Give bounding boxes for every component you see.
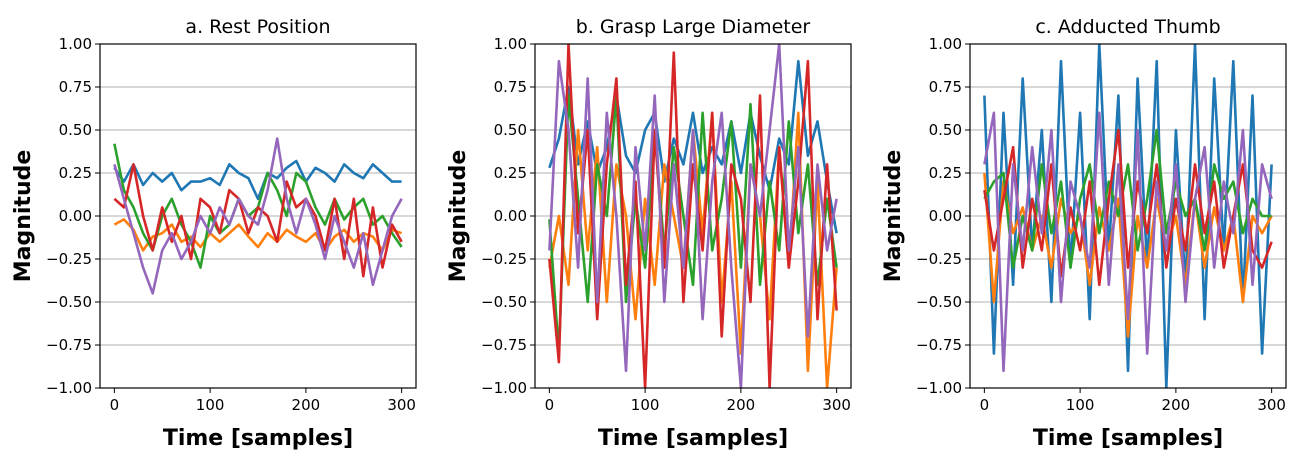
y-tick-label: 0.75 bbox=[494, 78, 527, 96]
y-tick-label: −1.00 bbox=[916, 379, 962, 397]
x-tick-label: 100 bbox=[1066, 396, 1095, 414]
chart-title: b. Grasp Large Diameter bbox=[576, 16, 811, 38]
series-line-5 bbox=[548, 44, 838, 388]
series-line-3 bbox=[548, 94, 838, 355]
chart-panel-1: −1.00 −0.75 −0.50 −0.25 0.00 0.25 0.50 0.75 1.00… bbox=[11, 16, 417, 451]
series-line-5 bbox=[983, 111, 1273, 373]
x-tick-label: 200 bbox=[727, 396, 756, 414]
x-axis-label: Time [samples] bbox=[1033, 426, 1223, 451]
y-tick-label: 0.00 bbox=[59, 207, 92, 225]
y-tick-label: −0.25 bbox=[46, 250, 92, 268]
y-tick-label: 0.75 bbox=[59, 78, 92, 96]
y-tick-label: −1.00 bbox=[46, 379, 92, 397]
x-tick-label: 300 bbox=[1257, 396, 1286, 414]
y-tick-label: 0.50 bbox=[929, 121, 962, 139]
chart-title: c. Adducted Thumb bbox=[1035, 16, 1220, 38]
y-tick-label: −0.25 bbox=[916, 250, 962, 268]
y-axis-label: Magnitude bbox=[11, 150, 36, 283]
x-tick-label: 0 bbox=[545, 396, 555, 414]
x-tick-label: 300 bbox=[387, 396, 416, 414]
x-tick-label: 0 bbox=[980, 396, 990, 414]
y-tick-label: −1.00 bbox=[481, 379, 527, 397]
series-line-3 bbox=[983, 128, 1272, 269]
y-axis-label: Magnitude bbox=[446, 150, 471, 283]
x-axis-label: Time [samples] bbox=[163, 426, 353, 451]
y-tick-label: −0.50 bbox=[916, 293, 962, 311]
y-tick-label: −0.50 bbox=[481, 293, 527, 311]
x-tick-label: 200 bbox=[292, 396, 321, 414]
y-tick-label: 0.75 bbox=[929, 78, 962, 96]
y-tick-label: −0.25 bbox=[481, 250, 527, 268]
x-tick-label: 100 bbox=[196, 396, 225, 414]
y-tick-label: −0.50 bbox=[46, 293, 92, 311]
y-tick-label: 0.50 bbox=[59, 121, 92, 139]
series-line-4 bbox=[113, 163, 403, 278]
series-line-5 bbox=[113, 137, 403, 295]
chart-panel-2: −1.00 −0.75 −0.50 −0.25 0.00 0.25 0.50 0.75 1.00… bbox=[446, 16, 852, 451]
x-tick-label: 300 bbox=[822, 396, 851, 414]
y-tick-label: −0.75 bbox=[46, 336, 92, 354]
x-tick-label: 200 bbox=[1162, 396, 1191, 414]
y-tick-label: 0.00 bbox=[929, 207, 962, 225]
series-line-1 bbox=[113, 159, 402, 201]
y-tick-label: 0.25 bbox=[929, 164, 962, 182]
y-tick-label: −0.75 bbox=[481, 336, 527, 354]
y-tick-label: −0.75 bbox=[916, 336, 962, 354]
series-line-4 bbox=[983, 128, 1273, 287]
y-tick-label: 0.25 bbox=[59, 164, 92, 182]
series-line-4 bbox=[548, 44, 838, 388]
y-tick-label: 1.00 bbox=[494, 35, 527, 53]
x-tick-label: 100 bbox=[631, 396, 660, 414]
y-axis-label: Magnitude bbox=[881, 150, 906, 283]
x-axis-label: Time [samples] bbox=[598, 426, 788, 451]
series-line-2 bbox=[113, 218, 403, 252]
x-tick-label: 0 bbox=[110, 396, 120, 414]
y-tick-label: 0.25 bbox=[494, 164, 527, 182]
y-tick-label: 0.50 bbox=[494, 121, 527, 139]
y-tick-label: 0.00 bbox=[494, 207, 527, 225]
chart-title: a. Rest Position bbox=[185, 16, 330, 38]
y-tick-label: 1.00 bbox=[59, 35, 92, 53]
chart-panel-3: −1.00 −0.75 −0.50 −0.25 0.00 0.25 0.50 0.75 1.00… bbox=[881, 16, 1287, 451]
y-tick-label: 1.00 bbox=[929, 35, 962, 53]
